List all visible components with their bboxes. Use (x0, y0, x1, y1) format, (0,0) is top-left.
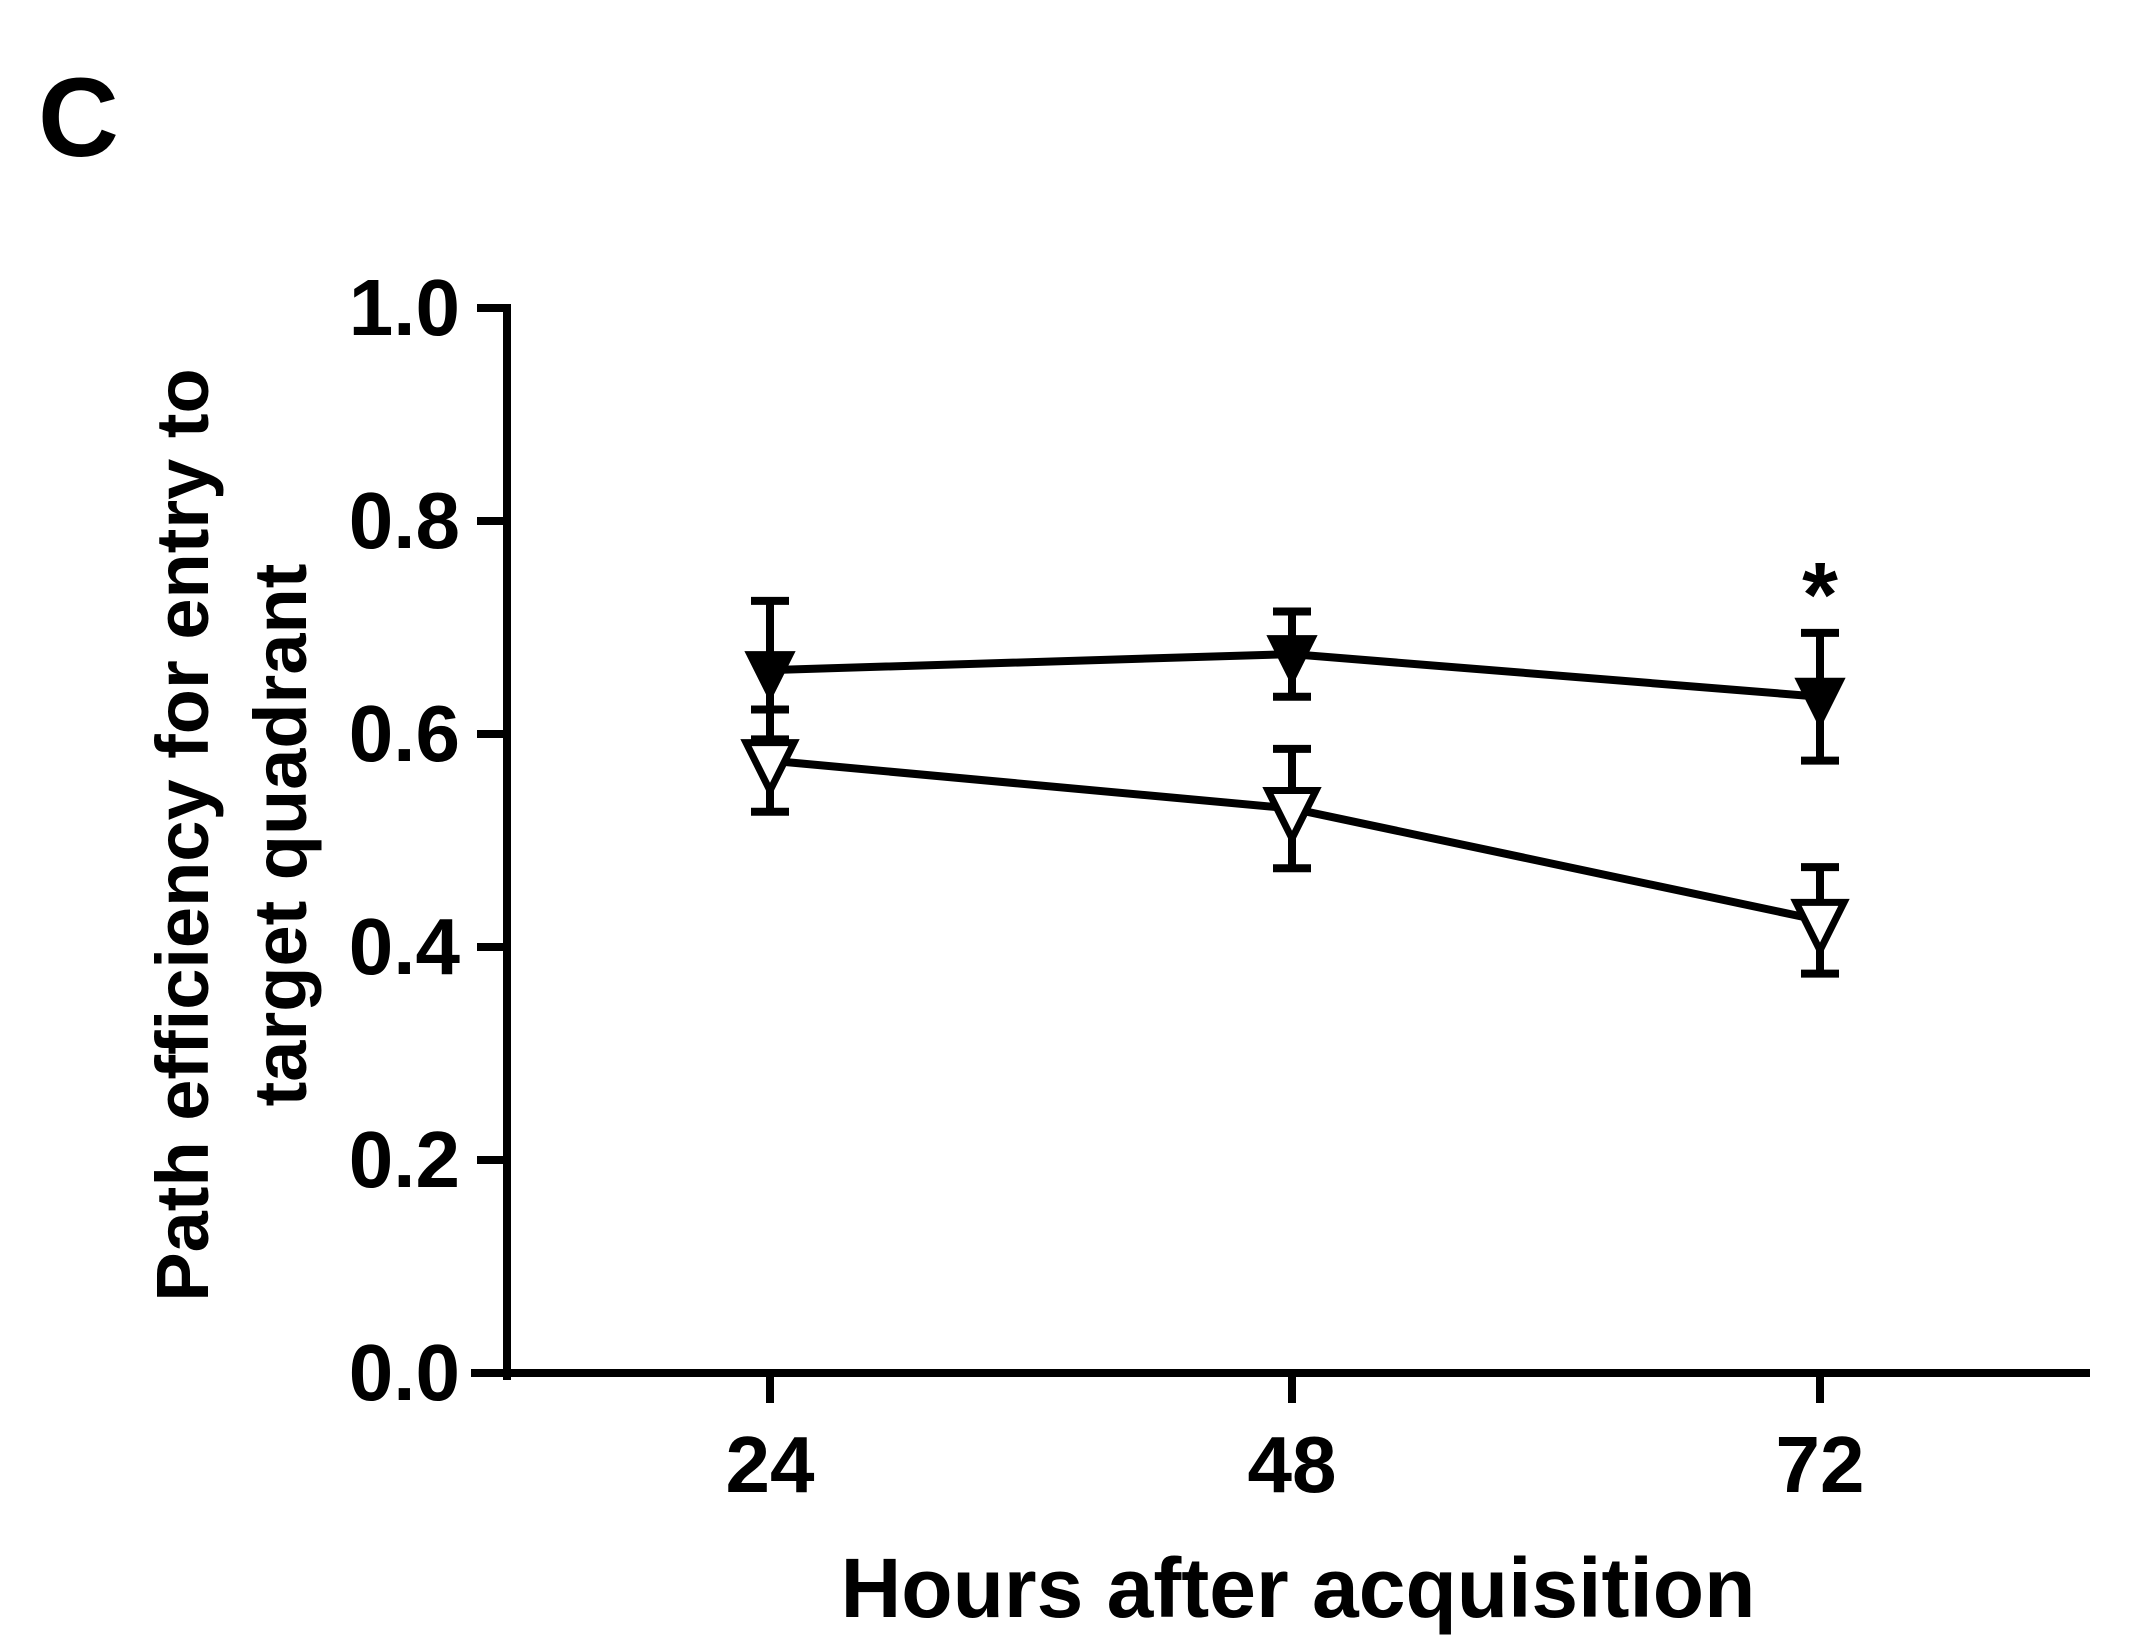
x-ticks: 24 48 72 (726, 1373, 1865, 1509)
series-layer (740, 596, 1850, 978)
y-tick-label: 0.4 (349, 902, 461, 991)
x-tick-label: 72 (1776, 1420, 1865, 1509)
x-tick-label: 48 (1248, 1420, 1337, 1509)
data-point-marker (744, 651, 796, 703)
data-point-marker (1262, 787, 1322, 847)
y-tick-label: 0.2 (349, 1115, 460, 1204)
x-axis-label: Hours after acquisition (841, 1541, 1756, 1635)
series-1 (744, 596, 1846, 765)
annotations-layer: * (1802, 544, 1838, 646)
data-point-marker (1794, 677, 1846, 729)
y-axis-label-line-1: Path efficiency for entry to (141, 368, 224, 1301)
y-tick-label: 1.0 (349, 263, 460, 352)
x-tick-label: 24 (726, 1420, 815, 1509)
panel-label: C (38, 55, 119, 180)
y-tick-label: 0.8 (349, 476, 460, 565)
axes (471, 304, 2090, 1380)
data-point-marker (1266, 635, 1318, 687)
significance-asterisk: * (1802, 544, 1838, 646)
y-ticks: 0.0 0.2 0.4 0.6 0.8 1.0 (349, 263, 507, 1417)
y-axis-label-line-2: target quadrant (239, 564, 322, 1107)
data-point-marker (1790, 898, 1850, 959)
y-tick-label: 0.6 (349, 689, 460, 778)
series-2 (740, 705, 1850, 978)
y-tick-label: 0.0 (349, 1328, 460, 1417)
data-point-marker (740, 739, 800, 799)
